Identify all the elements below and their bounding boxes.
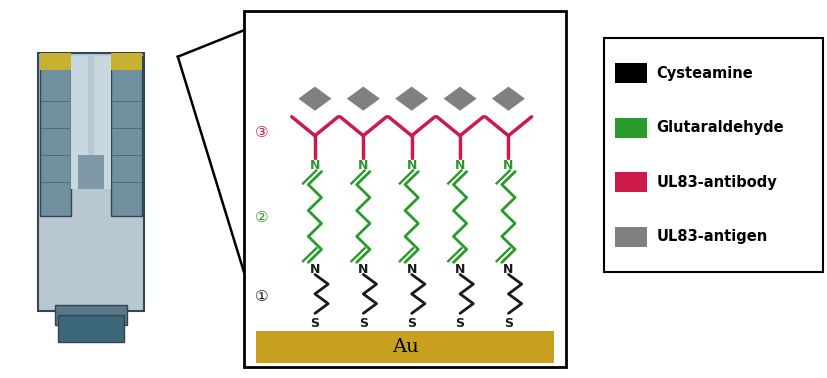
- Text: S: S: [407, 318, 416, 330]
- Text: ②: ②: [255, 211, 268, 225]
- Bar: [244, 11, 566, 367]
- Text: N: N: [504, 160, 514, 172]
- Text: Au: Au: [392, 338, 418, 356]
- Polygon shape: [492, 87, 525, 111]
- Bar: [58, 315, 124, 342]
- Bar: [40, 53, 71, 70]
- Text: N: N: [504, 263, 514, 276]
- Text: N: N: [358, 263, 369, 276]
- Polygon shape: [347, 87, 380, 111]
- Bar: [111, 56, 142, 216]
- Polygon shape: [299, 87, 332, 111]
- Bar: [40, 56, 71, 216]
- Text: Cysteamine: Cysteamine: [657, 66, 753, 81]
- Polygon shape: [395, 87, 428, 111]
- Bar: [78, 155, 104, 189]
- Text: Glutaraldehyde: Glutaraldehyde: [657, 120, 784, 135]
- Bar: [71, 56, 88, 189]
- Text: S: S: [359, 318, 368, 330]
- Bar: [94, 56, 111, 189]
- Text: N: N: [455, 263, 466, 276]
- Bar: [256, 331, 554, 363]
- Text: N: N: [407, 160, 417, 172]
- Text: S: S: [504, 318, 513, 330]
- Text: UL83-antibody: UL83-antibody: [657, 175, 777, 190]
- Polygon shape: [443, 87, 476, 111]
- Bar: [615, 172, 647, 192]
- Bar: [38, 53, 144, 311]
- Text: ③: ③: [255, 125, 268, 140]
- Bar: [615, 227, 647, 246]
- Bar: [55, 305, 127, 325]
- Text: S: S: [310, 318, 319, 330]
- Text: N: N: [455, 160, 466, 172]
- Bar: [615, 118, 647, 138]
- Text: N: N: [407, 263, 417, 276]
- Text: N: N: [358, 160, 369, 172]
- Text: ①: ①: [255, 290, 268, 304]
- Text: S: S: [456, 318, 465, 330]
- Bar: [615, 64, 647, 83]
- Text: N: N: [310, 160, 320, 172]
- Text: N: N: [310, 263, 320, 276]
- Bar: [111, 53, 142, 70]
- Text: UL83-antigen: UL83-antigen: [657, 229, 768, 244]
- Bar: [604, 38, 823, 272]
